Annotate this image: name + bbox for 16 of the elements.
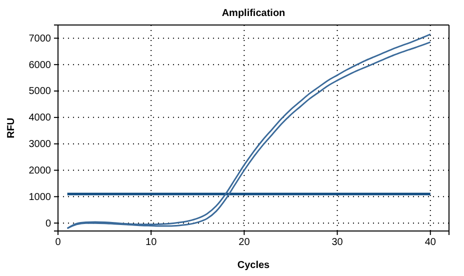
y-axis-title: RFU: [6, 118, 17, 138]
y-tick-label: 2000: [28, 165, 52, 176]
y-tick-label: 0: [45, 218, 52, 230]
y-tick-label: 5000: [28, 86, 52, 98]
chart-title: Amplification: [222, 8, 286, 19]
y-tick-label: 6000: [28, 60, 52, 71]
y-tick-label: 4000: [28, 112, 52, 124]
x-tick-label: 30: [332, 237, 344, 248]
y-tick-label: 3000: [28, 139, 52, 150]
x-tick-label: 40: [424, 237, 436, 248]
y-tick-label: 1000: [28, 192, 52, 203]
x-tick-label: 0: [55, 237, 62, 248]
x-tick-label: 10: [146, 237, 158, 248]
x-tick-label: 20: [238, 237, 250, 248]
x-axis-title: Cycles: [237, 260, 270, 271]
y-tick-label: 7000: [28, 33, 52, 44]
